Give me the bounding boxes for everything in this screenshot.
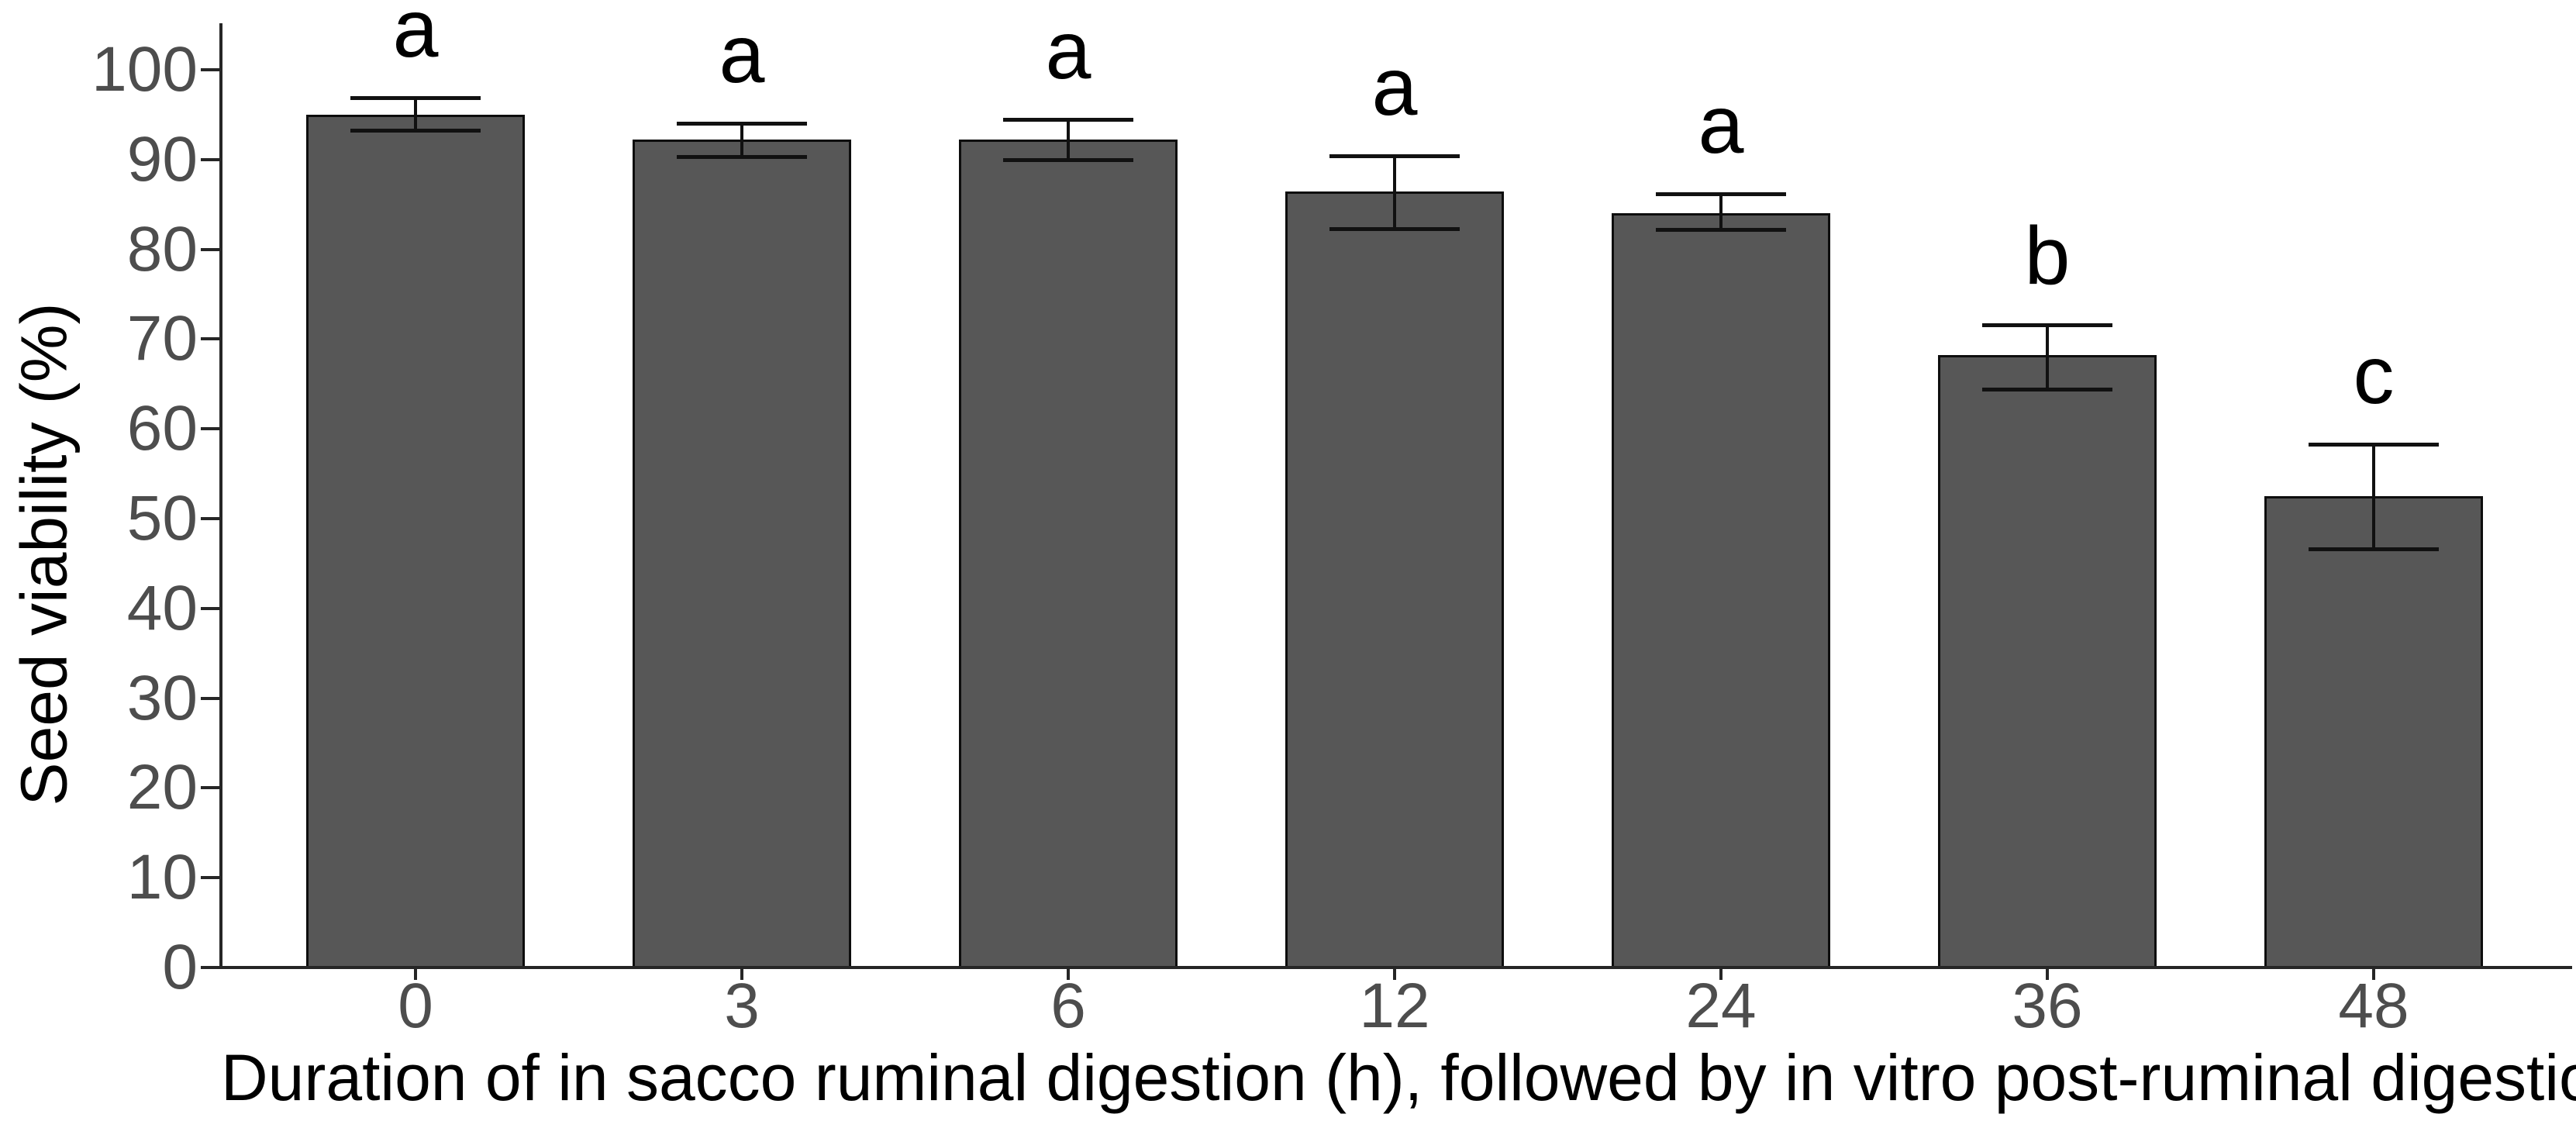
error-bar-lower-cap xyxy=(1656,228,1786,233)
x-tick-mark xyxy=(1719,969,1723,980)
error-bar-line xyxy=(2046,324,2049,390)
y-tick-label: 100 xyxy=(91,34,198,105)
x-axis-line xyxy=(219,966,2572,969)
x-tick-label: 3 xyxy=(724,971,760,1041)
y-tick-label: 30 xyxy=(126,662,198,733)
bar xyxy=(959,140,1178,968)
significance-letter: a xyxy=(1698,78,1744,171)
significance-letter: a xyxy=(1371,41,1418,133)
x-tick-mark xyxy=(1067,969,1070,980)
y-tick-label: 0 xyxy=(162,932,198,1002)
error-bar-upper-cap xyxy=(1329,154,1460,159)
x-tick-mark xyxy=(2046,969,2049,980)
error-bar-line xyxy=(1393,156,1396,229)
x-tick-label: 48 xyxy=(2338,971,2409,1041)
x-tick-mark xyxy=(414,969,417,980)
y-tick-label: 20 xyxy=(126,752,198,823)
x-tick-label: 36 xyxy=(2012,971,2083,1041)
y-tick-mark xyxy=(201,876,221,880)
x-tick-mark xyxy=(1393,969,1396,980)
bar xyxy=(1612,213,1830,968)
bar xyxy=(2264,496,2483,968)
y-tick-label: 80 xyxy=(126,213,198,285)
error-bar-lower-cap xyxy=(1982,388,2112,392)
significance-letter: a xyxy=(392,0,439,74)
y-tick-label: 40 xyxy=(126,572,198,643)
y-tick-mark xyxy=(201,157,221,161)
error-bar-upper-cap xyxy=(1656,191,1786,196)
y-tick-label: 70 xyxy=(126,303,198,374)
y-tick-label: 90 xyxy=(126,123,198,195)
y-tick-label: 10 xyxy=(126,842,198,913)
x-tick-label: 12 xyxy=(1359,971,1430,1041)
error-bar-line xyxy=(414,97,417,130)
x-tick-mark xyxy=(740,969,743,980)
error-bar-lower-cap xyxy=(2309,547,2439,552)
error-bar-upper-cap xyxy=(1982,323,2112,327)
significance-letter: a xyxy=(1045,4,1091,96)
x-tick-mark xyxy=(2372,969,2375,980)
bar xyxy=(633,140,851,968)
y-tick-mark xyxy=(201,696,221,700)
y-tick-mark xyxy=(201,337,221,341)
significance-letter: b xyxy=(2024,209,2071,302)
significance-letter: a xyxy=(719,9,765,101)
error-bar-lower-cap xyxy=(677,155,807,160)
error-bar-upper-cap xyxy=(350,95,481,100)
y-tick-mark xyxy=(201,247,221,251)
y-axis-line xyxy=(219,23,222,969)
y-tick-label: 50 xyxy=(126,483,198,554)
y-tick-mark xyxy=(201,966,221,969)
error-bar-upper-cap xyxy=(677,122,807,126)
error-bar-line xyxy=(1719,193,1723,230)
error-bar-lower-cap xyxy=(350,128,481,133)
y-tick-mark xyxy=(201,427,221,431)
error-bar-upper-cap xyxy=(2309,442,2439,447)
x-tick-label: 0 xyxy=(398,971,433,1041)
bar xyxy=(1285,191,1504,968)
error-bar-lower-cap xyxy=(1003,157,1133,162)
error-bar-line xyxy=(1067,119,1070,160)
y-tick-mark xyxy=(201,517,221,520)
x-tick-label: 24 xyxy=(1685,971,1757,1041)
y-tick-label: 60 xyxy=(126,393,198,464)
y-tick-mark xyxy=(201,606,221,610)
error-bar-upper-cap xyxy=(1003,117,1133,122)
bar xyxy=(1938,355,2157,968)
x-tick-label: 6 xyxy=(1050,971,1086,1041)
error-bar-line xyxy=(2372,443,2375,550)
bar xyxy=(306,114,525,968)
error-bar-lower-cap xyxy=(1329,226,1460,231)
error-bar-line xyxy=(740,123,743,157)
x-axis-title: Duration of in sacco ruminal digestion (… xyxy=(221,1041,2576,1114)
significance-letter: c xyxy=(2353,329,2395,421)
y-tick-mark xyxy=(201,786,221,790)
y-tick-mark xyxy=(201,68,221,71)
